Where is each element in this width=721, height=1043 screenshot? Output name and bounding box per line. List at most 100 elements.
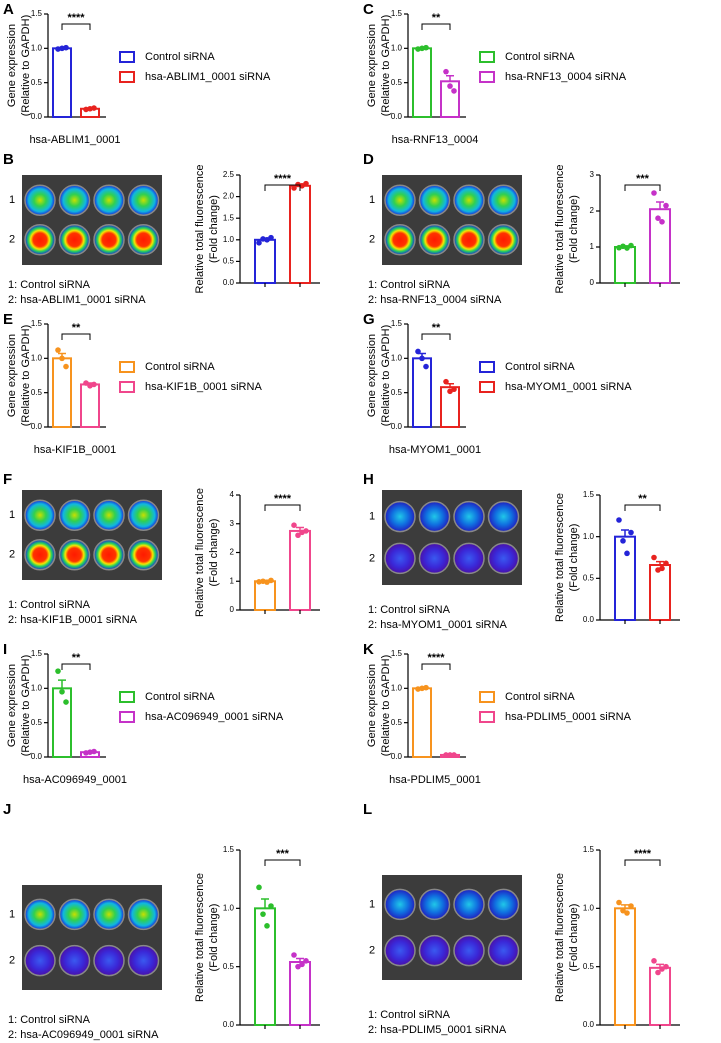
significance-label: **** bbox=[427, 652, 445, 664]
legend-label: hsa-RNF13_0004 siRNA bbox=[505, 71, 627, 83]
bar bbox=[52, 357, 72, 429]
bar bbox=[289, 529, 311, 611]
data-point bbox=[415, 348, 421, 355]
well bbox=[93, 539, 125, 571]
panel-letter: J bbox=[3, 801, 11, 818]
y-tick-label: 0.0 bbox=[391, 752, 403, 761]
y-tick-label: 2.0 bbox=[223, 192, 235, 201]
error-bar bbox=[261, 898, 269, 909]
y-tick-label: 1.5 bbox=[583, 490, 595, 499]
y-axis-label: Relative total fluorescence bbox=[554, 493, 566, 622]
significance-bracket bbox=[61, 333, 91, 340]
data-point bbox=[451, 386, 457, 393]
well bbox=[58, 539, 91, 571]
well bbox=[93, 184, 125, 216]
y-axis-label: (Fold change) bbox=[568, 195, 580, 263]
significance-bracket bbox=[421, 333, 451, 340]
well bbox=[127, 898, 160, 931]
significance-label: ** bbox=[432, 322, 441, 334]
well bbox=[487, 888, 520, 921]
y-tick-label: 0.0 bbox=[223, 278, 235, 287]
data-point bbox=[423, 363, 429, 370]
row-label: 2 bbox=[9, 955, 15, 967]
well bbox=[418, 500, 451, 533]
well bbox=[487, 224, 520, 256]
y-axis-label: (Relative to GAPDH) bbox=[20, 325, 32, 426]
image-caption: 2: hsa-PDLIM5_0001 siRNA bbox=[368, 1024, 507, 1036]
panel-letter: B bbox=[3, 151, 14, 168]
significance-label: **** bbox=[274, 493, 292, 505]
well bbox=[24, 898, 56, 931]
image-caption: 1: Control siRNA bbox=[8, 279, 91, 291]
y-axis-label: Gene expression bbox=[366, 664, 378, 747]
y-tick-label: 0.5 bbox=[391, 388, 403, 397]
well bbox=[453, 542, 485, 575]
y-tick-label: 0.0 bbox=[31, 752, 43, 761]
well bbox=[487, 542, 520, 575]
legend-swatch bbox=[479, 381, 495, 393]
well bbox=[93, 224, 125, 256]
data-point bbox=[624, 245, 630, 251]
well bbox=[418, 542, 451, 575]
significance-bracket bbox=[264, 504, 301, 511]
significance-label: **** bbox=[274, 173, 292, 185]
legend-label: hsa-ABLIM1_0001 siRNA bbox=[145, 71, 271, 83]
significance-label: *** bbox=[276, 848, 290, 860]
significance-label: ** bbox=[72, 322, 81, 334]
y-axis-label: Gene expression bbox=[6, 24, 18, 107]
well bbox=[453, 888, 485, 921]
bar bbox=[614, 535, 636, 622]
y-tick-label: 0.5 bbox=[31, 718, 43, 727]
data-point bbox=[655, 969, 661, 976]
well bbox=[453, 934, 485, 967]
legend-swatch bbox=[479, 71, 495, 83]
y-tick-label: 1.5 bbox=[31, 9, 43, 18]
bar bbox=[412, 47, 432, 118]
legend-swatch bbox=[479, 691, 495, 703]
y-tick-label: 0.5 bbox=[31, 78, 43, 87]
legend-swatch bbox=[119, 361, 135, 373]
y-axis-label: Gene expression bbox=[366, 24, 378, 107]
significance-label: ** bbox=[638, 493, 647, 505]
y-tick-label: 0.5 bbox=[223, 962, 235, 971]
y-axis-label: (Fold change) bbox=[568, 524, 580, 592]
y-tick-label: 1.5 bbox=[223, 845, 235, 854]
legend-swatch bbox=[119, 51, 135, 63]
data-point bbox=[659, 219, 665, 225]
significance-label: ** bbox=[432, 12, 441, 24]
data-point bbox=[91, 748, 97, 755]
significance-bracket bbox=[61, 663, 91, 670]
data-point bbox=[91, 381, 97, 388]
y-tick-label: 1.0 bbox=[223, 235, 235, 244]
legend-swatch bbox=[119, 71, 135, 83]
bar bbox=[614, 907, 636, 1026]
data-point bbox=[91, 105, 97, 111]
data-point bbox=[63, 363, 69, 370]
legend-swatch bbox=[479, 361, 495, 373]
y-axis-label: Relative total fluorescence bbox=[194, 488, 206, 617]
y-tick-label: 1.0 bbox=[31, 683, 43, 692]
well bbox=[58, 499, 91, 531]
y-tick-label: 4 bbox=[230, 490, 235, 499]
image-caption: 2: hsa-AC096949_0001 siRNA bbox=[8, 1029, 159, 1041]
y-tick-label: 1.5 bbox=[31, 319, 43, 328]
row-label: 1 bbox=[369, 194, 375, 206]
data-point bbox=[59, 688, 65, 695]
data-point bbox=[651, 958, 657, 964]
significance-bracket bbox=[624, 504, 661, 511]
data-point bbox=[59, 355, 65, 362]
data-point bbox=[624, 550, 630, 557]
well bbox=[384, 542, 416, 575]
y-tick-label: 3 bbox=[590, 170, 595, 179]
data-point bbox=[55, 668, 61, 674]
data-point bbox=[55, 347, 61, 353]
y-tick-label: 1.5 bbox=[391, 9, 403, 18]
well bbox=[453, 500, 485, 533]
image-caption: 2: hsa-MYOM1_0001 siRNA bbox=[368, 619, 507, 631]
image-caption: 2: hsa-ABLIM1_0001 siRNA bbox=[8, 294, 146, 306]
y-tick-label: 1 bbox=[590, 242, 595, 251]
y-axis-label: (Fold change) bbox=[208, 519, 220, 587]
y-axis-label: (Fold change) bbox=[568, 904, 580, 972]
y-tick-label: 0.5 bbox=[223, 257, 235, 266]
